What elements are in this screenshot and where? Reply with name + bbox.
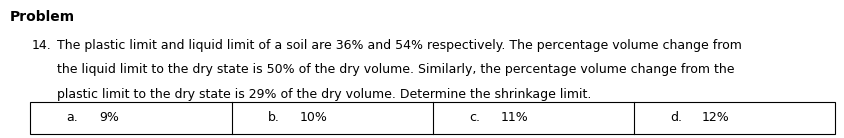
- Text: 11%: 11%: [500, 112, 528, 124]
- Bar: [30, 102, 834, 134]
- Text: d.: d.: [669, 112, 681, 124]
- Text: the liquid limit to the dry state is 50% of the dry volume. Similarly, the perce: the liquid limit to the dry state is 50%…: [57, 63, 734, 76]
- Text: The plastic limit and liquid limit of a soil are 36% and 54% respectively. The p: The plastic limit and liquid limit of a …: [57, 39, 742, 52]
- Text: 9%: 9%: [99, 112, 118, 124]
- Text: 10%: 10%: [300, 112, 327, 124]
- Text: Problem: Problem: [10, 10, 75, 24]
- Text: 14.: 14.: [32, 39, 51, 52]
- Text: a.: a.: [67, 112, 78, 124]
- Text: plastic limit to the dry state is 29% of the dry volume. Determine the shrinkage: plastic limit to the dry state is 29% of…: [57, 88, 591, 101]
- Text: b.: b.: [268, 112, 279, 124]
- Text: c.: c.: [468, 112, 479, 124]
- Text: 12%: 12%: [701, 112, 729, 124]
